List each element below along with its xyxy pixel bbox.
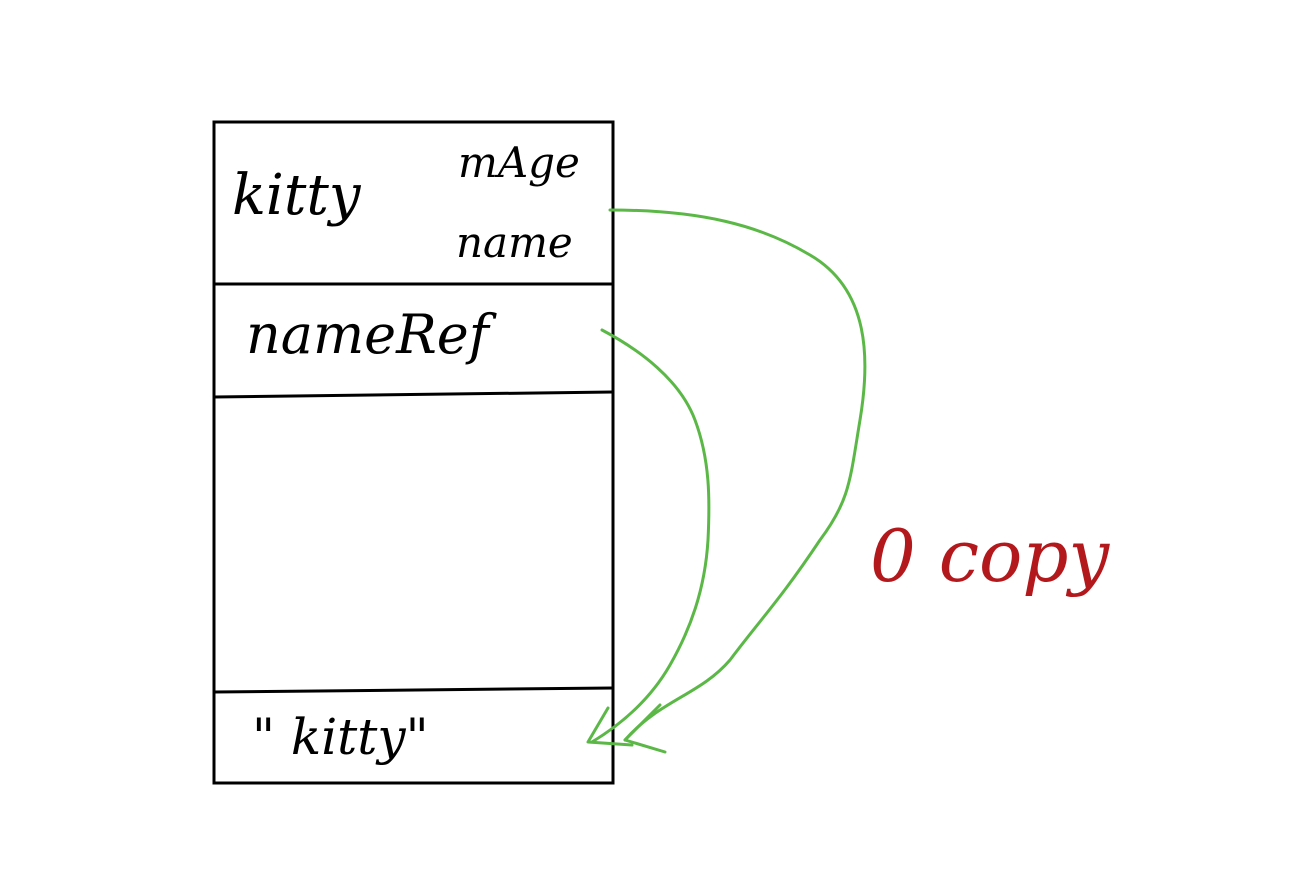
zero-copy-annotation: 0 copy xyxy=(870,514,1110,598)
member-name-label: name xyxy=(456,218,573,267)
arrow-name-to-string xyxy=(608,208,867,742)
arrowhead-nameref xyxy=(586,706,634,747)
kitty-variable-label: kitty xyxy=(232,163,361,228)
arrowhead-name xyxy=(623,703,667,754)
member-age-label: mAge xyxy=(458,138,580,187)
divider-empty-string xyxy=(213,686,614,694)
name-ref-label: nameRef xyxy=(246,303,489,366)
memory-column-outline xyxy=(212,120,615,785)
kitty-string-label: " kitty" xyxy=(252,708,429,766)
divider-nameref-empty xyxy=(213,390,614,399)
arrow-nameref-to-string xyxy=(590,328,711,744)
